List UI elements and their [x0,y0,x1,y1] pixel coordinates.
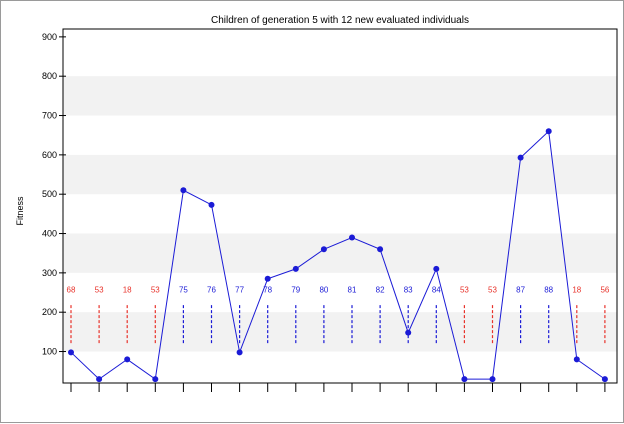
data-point [236,349,243,356]
data-point [152,376,159,383]
fitness-line [70,130,606,380]
individual-id-label: 56 [600,286,609,295]
y-tick-label: 200 [42,307,57,317]
individual-id-label: 18 [572,286,581,295]
individual-id-label: 81 [348,286,357,295]
background-bands [63,76,617,352]
individual-id-label: 53 [151,286,160,295]
data-point [68,349,74,356]
y-tick-label: 900 [42,32,57,42]
data-point [124,356,131,363]
individual-id-label: 88 [544,286,553,295]
chart-title: Children of generation 5 with 12 new eva… [211,15,469,26]
data-point [433,265,440,272]
individual-id-label: 78 [263,286,272,295]
data-point [320,246,327,253]
y-tick-label: 600 [42,150,57,160]
individual-id-label: 53 [460,286,469,295]
data-point [545,128,552,135]
individual-id-label: 83 [404,286,413,295]
individual-id-label: 68 [67,286,76,295]
data-point [601,376,608,383]
data-point [489,376,496,383]
data-point [405,329,412,336]
grid-band [63,76,617,116]
grid-band [63,233,617,273]
y-tick-label: 100 [42,347,57,357]
y-axis: 100 200 300 400 500 600 700 800 900 [42,32,66,357]
fitness-series [68,128,608,383]
individual-labels: 68 53 18 53 75 76 77 78 79 80 81 82 83 84 53 53 87 88 18 56 [67,286,610,345]
data-point [349,234,355,241]
individual-id-label: 82 [376,286,385,295]
grid-band [63,312,617,352]
grid-band [63,154,617,195]
individual-id-label: 53 [95,286,104,295]
y-tick-label: 500 [42,189,57,199]
y-tick-label: 400 [42,229,57,239]
individual-id-label: 84 [432,286,441,295]
data-point [377,246,384,253]
individual-id-label: 76 [207,286,216,295]
data-point [517,154,524,161]
individual-id-label: 79 [291,286,300,295]
data-point [573,356,580,363]
data-point [208,201,215,208]
individual-id-label: 80 [319,286,328,295]
data-point [461,376,468,383]
individual-id-label: 53 [488,286,497,295]
data-point [180,187,187,194]
y-axis-label: Fitness [15,196,25,226]
individual-id-label: 87 [516,286,525,295]
y-tick-label: 800 [42,71,57,81]
individual-id-label: 75 [179,286,188,295]
data-point [96,376,103,383]
individual-id-label: 18 [123,286,132,295]
y-tick-label: 700 [42,111,57,121]
plot-area [62,28,618,384]
data-point [264,275,271,282]
x-axis [70,383,606,392]
data-point [292,265,299,272]
y-tick-label: 300 [42,268,57,278]
individual-id-label: 77 [235,286,244,295]
